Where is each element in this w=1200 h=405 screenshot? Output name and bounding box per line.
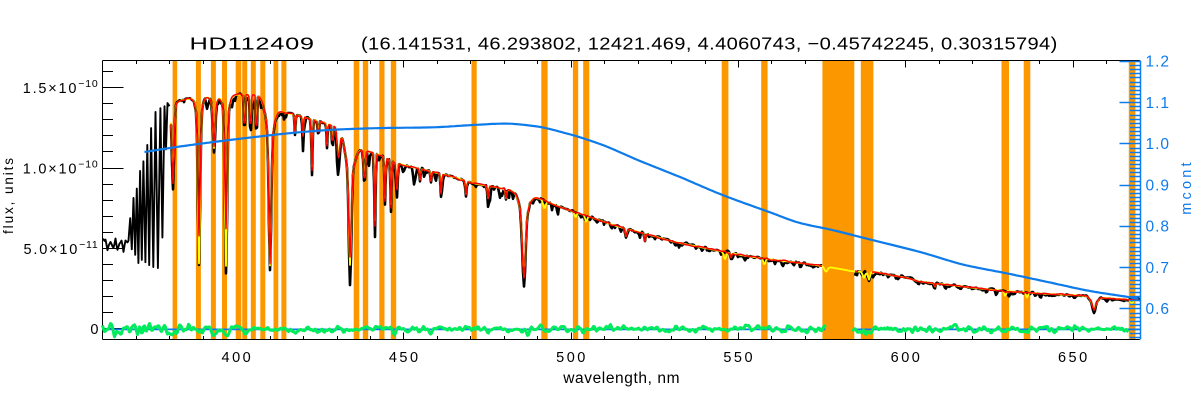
svg-text:flux, units: flux, units: [1, 156, 16, 234]
svg-text:500: 500: [556, 350, 588, 366]
svg-text:wavelength, nm: wavelength, nm: [562, 370, 680, 387]
svg-text:0.7: 0.7: [1146, 260, 1171, 277]
svg-text:(16.141531, 46.293802, 12421.4: (16.141531, 46.293802, 12421.469, 4.4060…: [361, 34, 1058, 54]
svg-text:650: 650: [1058, 350, 1090, 366]
svg-text:mcont: mcont: [1179, 159, 1195, 215]
svg-text:450: 450: [389, 350, 421, 366]
svg-text:0.8: 0.8: [1146, 219, 1171, 236]
svg-text:1.0: 1.0: [1146, 136, 1171, 153]
svg-text:400: 400: [222, 350, 254, 366]
svg-text:0: 0: [90, 322, 98, 338]
svg-text:600: 600: [891, 350, 923, 366]
svg-text:550: 550: [723, 350, 755, 366]
svg-text:1.2: 1.2: [1146, 54, 1171, 71]
svg-text:HD112409: HD112409: [190, 33, 315, 53]
svg-text:0.9: 0.9: [1146, 177, 1171, 194]
svg-text:1.1: 1.1: [1146, 95, 1171, 112]
svg-text:0.6: 0.6: [1146, 301, 1171, 318]
